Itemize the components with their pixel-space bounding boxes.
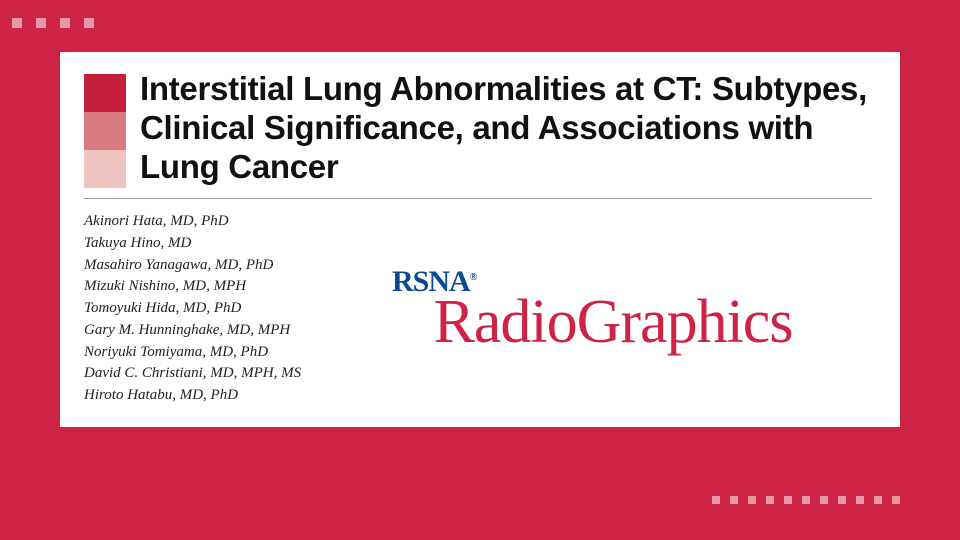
author-name: David C. Christiani, MD, MPH, MS xyxy=(84,363,314,385)
author-name: Noriyuki Tomiyama, MD, PhD xyxy=(84,342,314,364)
decorative-dots-top xyxy=(12,18,94,28)
dot-icon xyxy=(820,496,828,504)
dot-icon xyxy=(874,496,882,504)
logo-rsna-text: RSNA® xyxy=(392,267,476,297)
color-block xyxy=(84,150,126,188)
dot-icon xyxy=(856,496,864,504)
dot-icon xyxy=(892,496,900,504)
color-block xyxy=(84,74,126,112)
dot-icon xyxy=(712,496,720,504)
author-name: Akinori Hata, MD, PhD xyxy=(84,211,314,233)
author-name: Tomoyuki Hida, MD, PhD xyxy=(84,298,314,320)
decorative-dots-bottom xyxy=(712,496,900,504)
dot-icon xyxy=(766,496,774,504)
color-block xyxy=(84,112,126,150)
dot-icon xyxy=(838,496,846,504)
article-title: Interstitial Lung Abnormalities at CT: S… xyxy=(140,70,872,187)
dot-icon xyxy=(60,18,70,28)
author-name: Gary M. Hunninghake, MD, MPH xyxy=(84,320,314,342)
title-row: Interstitial Lung Abnormalities at CT: S… xyxy=(84,70,872,199)
dot-icon xyxy=(730,496,738,504)
dot-icon xyxy=(802,496,810,504)
dot-icon xyxy=(12,18,22,28)
author-name: Masahiro Yanagawa, MD, PhD xyxy=(84,255,314,277)
logo-radiographics-text: RadioGraphics xyxy=(434,295,793,351)
dot-icon xyxy=(784,496,792,504)
author-list: Akinori Hata, MD, PhDTakuya Hino, MDMasa… xyxy=(84,211,314,407)
author-name: Mizuki Nishino, MD, MPH xyxy=(84,276,314,298)
content-card: Interstitial Lung Abnormalities at CT: S… xyxy=(60,52,900,427)
author-name: Takuya Hino, MD xyxy=(84,233,314,255)
dot-icon xyxy=(748,496,756,504)
color-block-stack xyxy=(84,74,126,188)
dot-icon xyxy=(36,18,46,28)
dot-icon xyxy=(84,18,94,28)
journal-logo: RSNA® RadioGraphics xyxy=(354,211,872,407)
lower-section: Akinori Hata, MD, PhDTakuya Hino, MDMasa… xyxy=(84,211,872,407)
author-name: Hiroto Hatabu, MD, PhD xyxy=(84,385,314,407)
